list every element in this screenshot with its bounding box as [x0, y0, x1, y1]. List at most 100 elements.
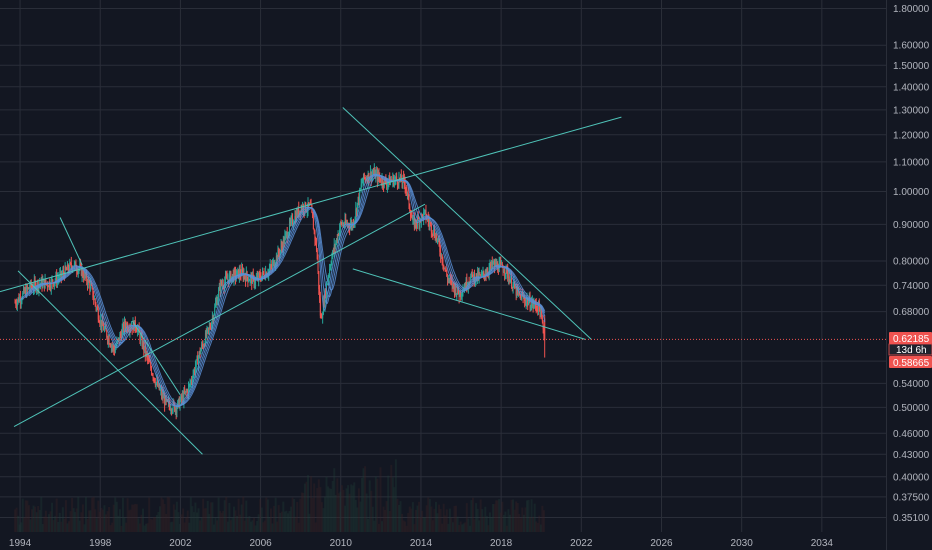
- volume-bar: [525, 500, 528, 532]
- candle-body: [433, 229, 435, 237]
- candle-body: [172, 401, 174, 411]
- volume-bar: [114, 497, 117, 532]
- candle-body: [150, 362, 152, 369]
- volume-bar: [442, 503, 445, 532]
- candle-body: [153, 377, 155, 379]
- volume-bar: [263, 520, 266, 532]
- countdown-tag: [888, 343, 932, 356]
- candle-body: [198, 357, 200, 365]
- time-axis[interactable]: 1994 1998 2002 2006 2010 2014 2018 2022 2026 2030…: [9, 538, 833, 549]
- candle-body: [140, 336, 142, 341]
- candle-body: [187, 390, 189, 395]
- candle-body: [543, 329, 545, 337]
- volume-bar: [256, 520, 259, 532]
- candle-body: [521, 294, 523, 300]
- candle-body: [40, 278, 42, 284]
- volume-bar: [171, 521, 174, 532]
- volume-bar: [212, 524, 215, 532]
- candle-body: [525, 301, 527, 304]
- volume-bar: [78, 520, 81, 532]
- candle-body: [416, 216, 418, 225]
- candle-body: [60, 271, 62, 277]
- candle-body: [373, 173, 375, 175]
- volume-bar: [112, 504, 115, 532]
- candle-body: [245, 271, 247, 282]
- x-tick-label: 2018: [490, 538, 513, 549]
- candle-body: [420, 214, 422, 222]
- volume-bar: [330, 488, 333, 532]
- candle-body: [437, 238, 439, 240]
- candle-body: [208, 326, 210, 329]
- volume-bar: [43, 516, 46, 532]
- trendlines[interactable]: [0, 107, 622, 455]
- candle-body: [364, 178, 366, 180]
- candle-body: [278, 250, 280, 254]
- candle-body: [372, 173, 374, 175]
- candle-body: [410, 211, 412, 217]
- volume-bar: [34, 506, 37, 532]
- candle-body: [66, 264, 68, 271]
- candle-body: [108, 337, 110, 345]
- volume-bar: [273, 505, 276, 532]
- volume-bar: [367, 518, 370, 532]
- volume-bar: [397, 504, 400, 532]
- volume-bar: [393, 487, 396, 532]
- volume-bar: [468, 525, 471, 532]
- candle-body: [480, 274, 482, 276]
- candle-body: [74, 262, 76, 264]
- candle-body: [514, 286, 516, 288]
- volume-bar: [41, 523, 44, 532]
- volume-bar: [94, 509, 97, 532]
- volume-bar: [245, 500, 248, 532]
- candle-body: [201, 344, 203, 350]
- candle-body: [210, 328, 212, 330]
- candle-body: [137, 327, 139, 329]
- volume-bar: [17, 515, 20, 532]
- candle-body: [413, 218, 415, 228]
- volume-bar: [205, 508, 208, 532]
- candle-body: [184, 390, 186, 393]
- candle-body: [124, 321, 126, 327]
- candle-body: [268, 268, 270, 271]
- candle-body: [231, 274, 233, 277]
- candle-body: [57, 278, 59, 280]
- candle-body: [516, 288, 518, 296]
- candle-body: [237, 269, 239, 271]
- volume-bar: [451, 522, 454, 532]
- volume-bar: [421, 510, 424, 532]
- candle-body: [476, 273, 478, 280]
- volume-bars: [14, 459, 545, 532]
- x-tick-label: 2026: [650, 538, 673, 549]
- volume-bar: [243, 520, 246, 532]
- countdown-label: 13d 6h: [896, 345, 927, 356]
- candle-body: [20, 300, 22, 303]
- candle-body: [526, 299, 528, 302]
- volume-bar: [231, 517, 234, 532]
- candle-body: [270, 265, 272, 267]
- volume-bar: [232, 506, 235, 532]
- candle-body: [234, 270, 236, 272]
- volume-bar: [202, 498, 205, 532]
- candle-body: [333, 244, 335, 252]
- candle-body: [138, 327, 140, 333]
- candle-body: [206, 328, 208, 337]
- candle-body: [27, 287, 29, 289]
- volume-bar: [106, 511, 109, 532]
- volume-bar: [40, 496, 43, 532]
- candle-body: [319, 289, 321, 299]
- candle-body: [317, 259, 319, 272]
- volume-bar: [428, 499, 431, 532]
- volume-bar: [290, 506, 293, 532]
- candle-body: [357, 197, 359, 203]
- y-tick-label: 0.35100: [893, 513, 930, 524]
- volume-bar: [507, 509, 510, 532]
- volume-bar: [475, 503, 478, 532]
- candle-body: [360, 184, 362, 189]
- volume-bar: [478, 520, 481, 532]
- candle-body: [93, 299, 95, 301]
- candle-body: [539, 307, 541, 317]
- volume-bar: [484, 506, 487, 532]
- candle-body: [369, 177, 371, 181]
